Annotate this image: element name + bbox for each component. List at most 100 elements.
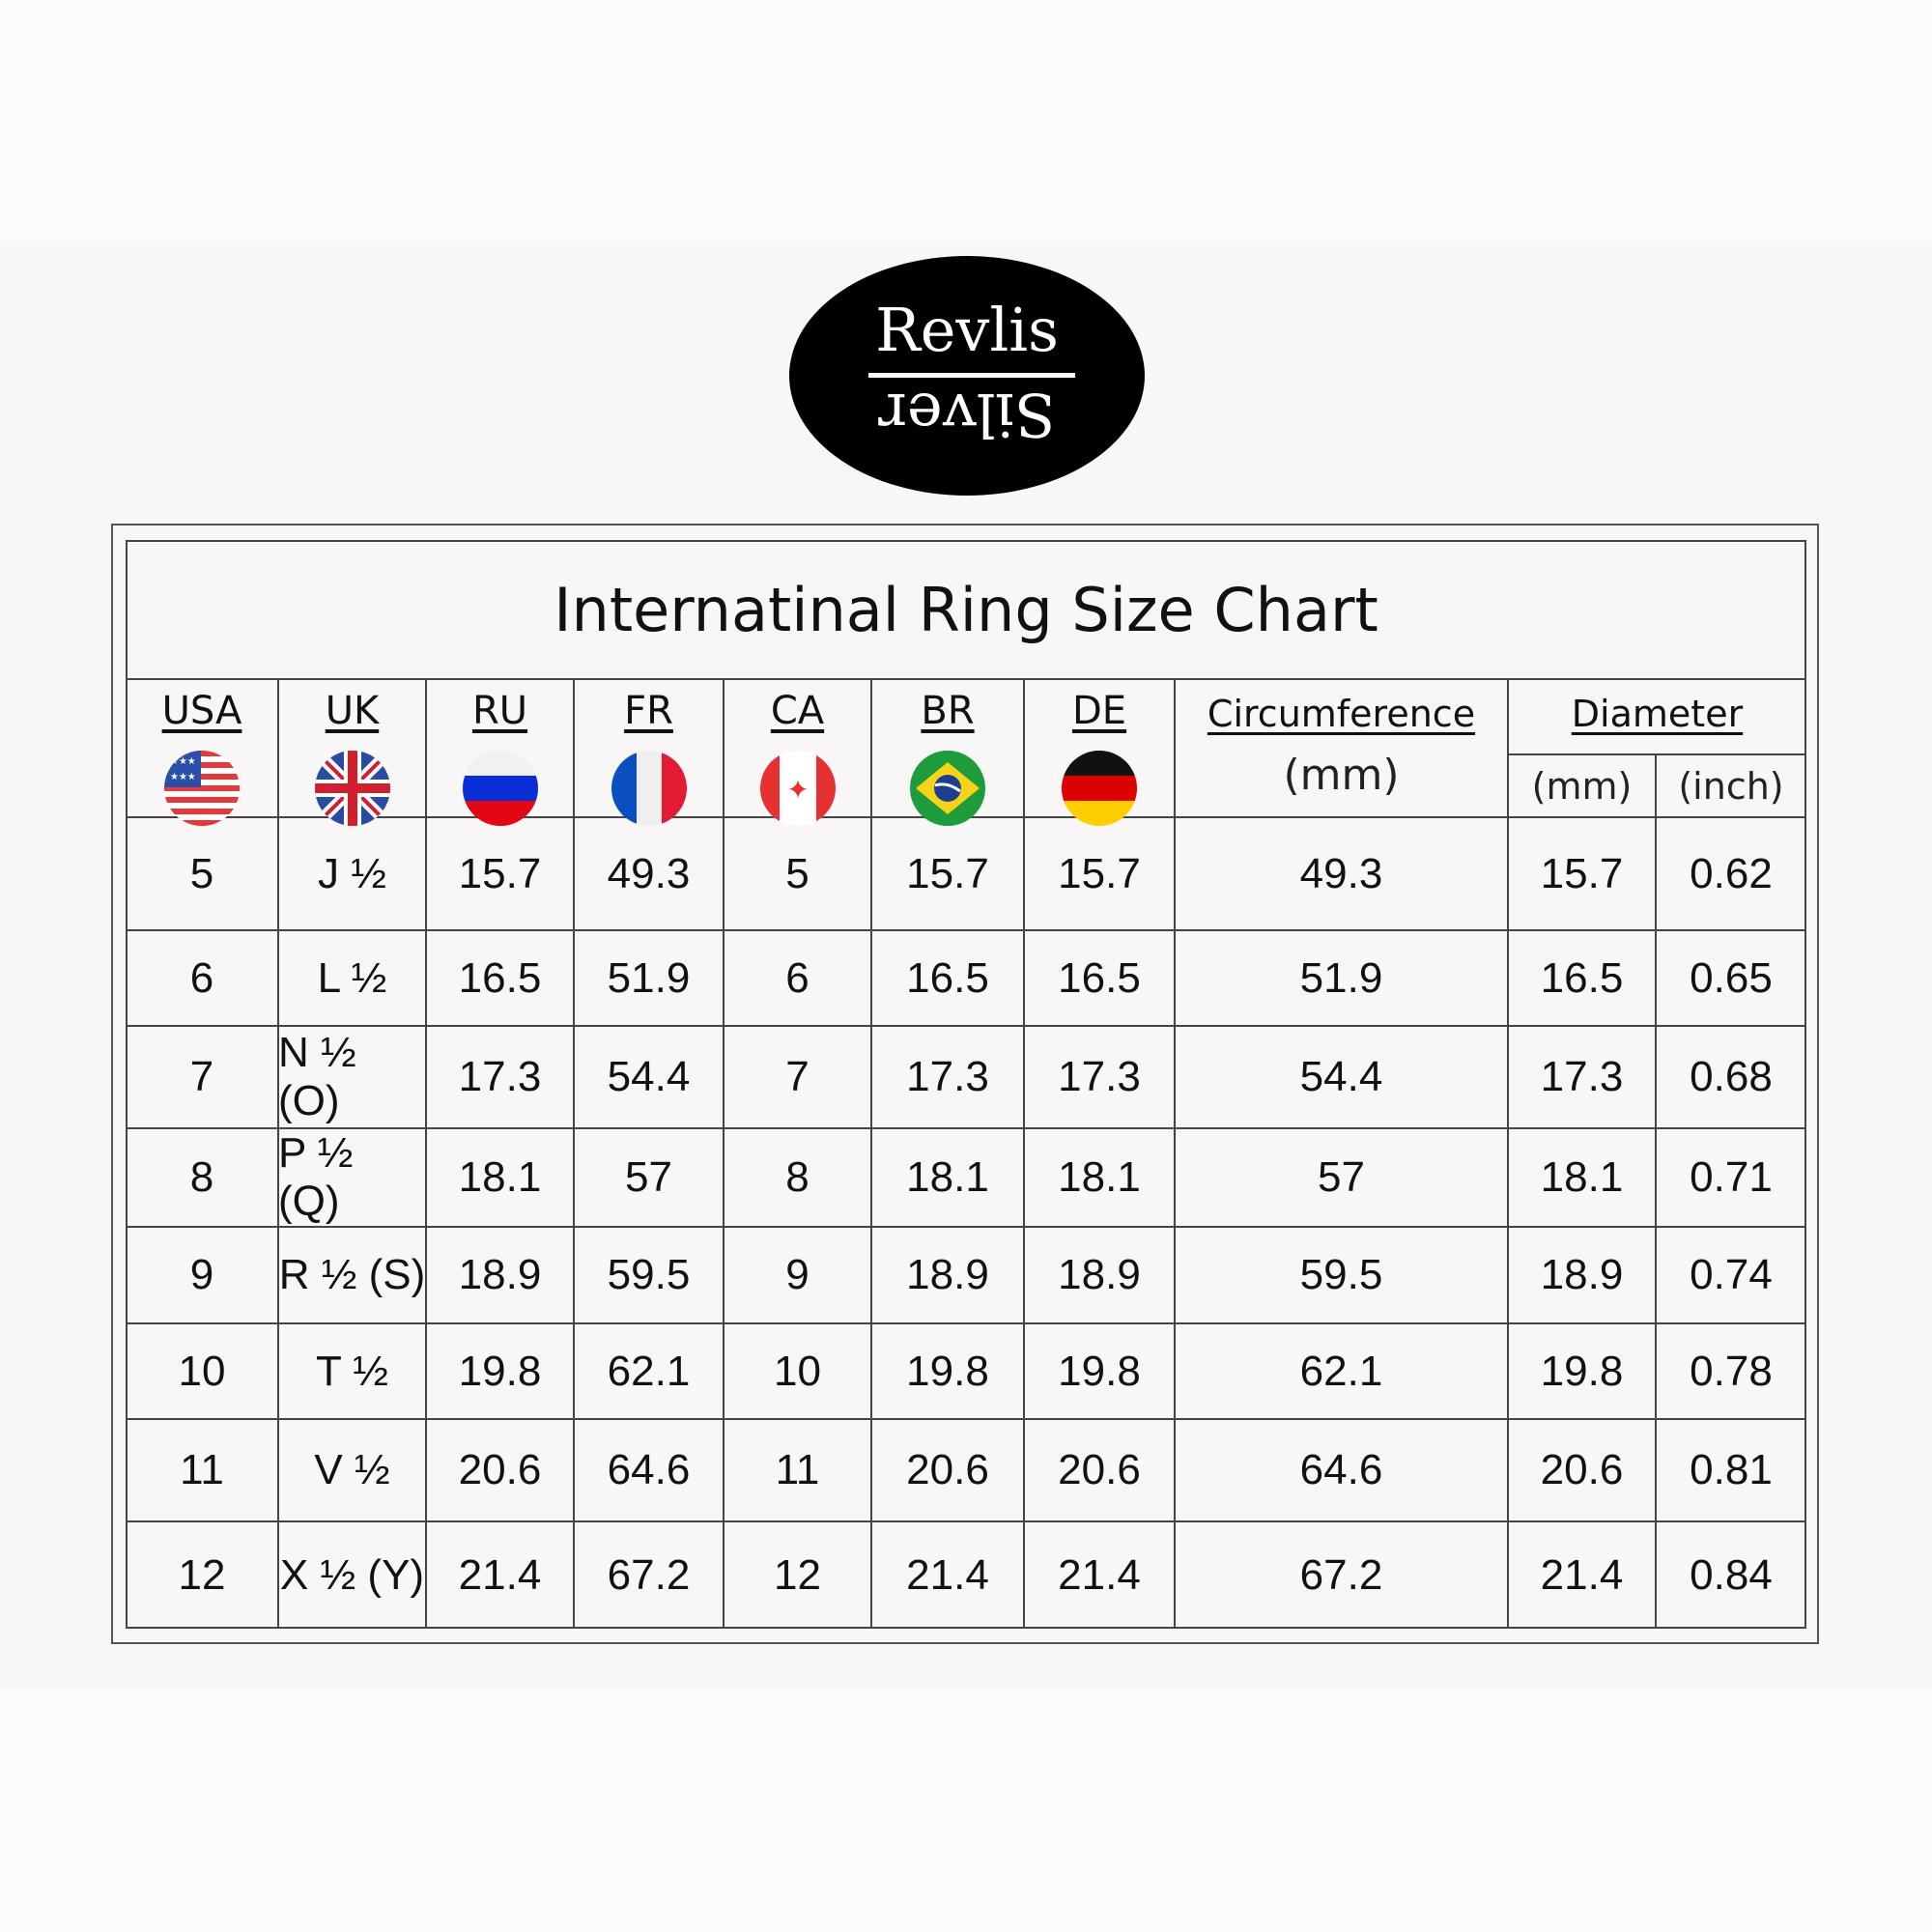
column-header-ca: CA ✦ [724, 679, 871, 826]
table-cell: 21.4 [1540, 1550, 1624, 1599]
table-cell: 8 [189, 1153, 214, 1201]
table-cell: 67.2 [607, 1550, 691, 1599]
title-divider [126, 678, 1806, 680]
table-cell: J ½ [318, 849, 386, 897]
table-cell: 15.7 [458, 849, 542, 897]
ring-size-table [126, 540, 1806, 1629]
column-divider [1507, 679, 1509, 1629]
table-cell: 17.3 [458, 1053, 542, 1100]
table-cell: 20.6 [906, 1446, 989, 1493]
table-cell: 57 [1318, 1153, 1365, 1201]
table-cell: L ½ [317, 953, 387, 1002]
table-cell: 19.8 [458, 1347, 542, 1395]
table-cell: 19.8 [906, 1347, 989, 1395]
diameter-unit-inch: (inch) [1678, 764, 1784, 808]
column-label: UK [325, 689, 380, 733]
table-cell: 21.4 [906, 1550, 989, 1599]
table-cell: P ½ (Q) [278, 1129, 354, 1225]
column-divider [870, 679, 872, 1629]
canada-flag-icon: ✦ [759, 751, 836, 826]
row-divider [126, 1322, 1806, 1324]
logo-divider [868, 373, 1075, 378]
table-cell: 59.5 [1299, 1251, 1383, 1298]
column-label: CA [770, 689, 825, 733]
table-cell: N ½ (O) [278, 1029, 356, 1124]
table-cell: 0.68 [1690, 1053, 1773, 1100]
table-cell: 15.7 [1058, 849, 1141, 897]
table-cell: 59.5 [607, 1251, 691, 1298]
chart-frame [111, 524, 1819, 1644]
table-cell: 17.3 [906, 1053, 989, 1100]
table-cell: 20.6 [1540, 1446, 1624, 1493]
table-cell: 0.81 [1690, 1446, 1773, 1493]
row-divider [126, 1520, 1806, 1522]
table-cell: 7 [189, 1053, 214, 1100]
table-cell: 6 [189, 953, 214, 1002]
table-cell: 18.1 [906, 1153, 989, 1201]
revlis-silver-logo: Revlis Silver [789, 256, 1145, 496]
row-divider [126, 1025, 1806, 1027]
column-header-fr: FR [574, 679, 724, 826]
table-cell: 9 [785, 1251, 810, 1298]
table-cell: 20.6 [1058, 1446, 1141, 1493]
table-cell: 18.1 [1540, 1153, 1624, 1201]
page-title: Internatinal Ring Size Chart [554, 574, 1378, 645]
column-label: DE [1071, 689, 1127, 733]
table-cell: 7 [785, 1053, 810, 1100]
table-cell: 0.74 [1690, 1251, 1773, 1298]
table-cell: 64.6 [607, 1446, 691, 1493]
table-cell: 67.2 [1299, 1550, 1383, 1599]
column-divider [723, 679, 724, 1629]
table-cell: 49.3 [607, 849, 691, 897]
table-cell: 15.7 [1540, 849, 1624, 897]
column-divider [1174, 679, 1176, 1629]
table-cell: 20.6 [458, 1446, 542, 1493]
svg-text:★★★: ★★★ [170, 772, 196, 782]
column-divider [573, 679, 575, 1629]
column-header-ru: RU [426, 679, 574, 826]
table-cell: 18.9 [1058, 1251, 1141, 1298]
table-cell: 11 [775, 1446, 820, 1493]
table-cell: 0.62 [1690, 849, 1773, 897]
row-divider [126, 929, 1806, 931]
diameter-unit-mm: (mm) [1531, 764, 1633, 808]
table-cell: 10 [774, 1347, 821, 1395]
column-divider [425, 679, 427, 1629]
table-cell: 10 [178, 1347, 226, 1395]
svg-text:✦: ✦ [786, 774, 809, 806]
table-cell: 18.9 [906, 1251, 989, 1298]
logo-top-text: Revlis [875, 295, 1059, 365]
table-cell: 19.8 [1540, 1347, 1624, 1395]
uk-flag-icon [314, 751, 390, 826]
table-cell: 0.65 [1690, 953, 1773, 1002]
table-cell: 64.6 [1299, 1446, 1383, 1493]
table-cell: 17.3 [1540, 1053, 1624, 1100]
row-divider [126, 1418, 1806, 1420]
table-cell: 51.9 [607, 953, 691, 1002]
column-label: BR [921, 689, 975, 733]
table-cell: 51.9 [1299, 953, 1383, 1002]
table-cell: V ½ [314, 1446, 390, 1493]
table-cell: X ½ (Y) [279, 1550, 425, 1599]
column-header-de: DE [1024, 679, 1175, 826]
table-cell: 12 [774, 1550, 821, 1599]
table-cell: 16.5 [458, 953, 542, 1002]
column-divider [277, 679, 279, 1629]
column-header-diameter: Diameter [1508, 679, 1806, 735]
column-label: RU [471, 689, 528, 733]
us-flag-icon: ★★★ ★★★ [164, 751, 240, 826]
table-cell: 21.4 [458, 1550, 542, 1599]
table-cell: 0.71 [1690, 1153, 1773, 1201]
table-cell: 15.7 [906, 849, 989, 897]
column-header-uk: UK [278, 679, 426, 826]
table-cell: 5 [785, 849, 810, 897]
row-divider [126, 1127, 1806, 1129]
table-cell: 54.4 [1299, 1053, 1383, 1100]
table-cell: T ½ [315, 1347, 388, 1395]
table-cell: 18.1 [458, 1153, 542, 1201]
table-cell: 9 [189, 1251, 214, 1298]
column-label: FR [624, 689, 673, 733]
circumference-unit: (mm) [1283, 751, 1400, 800]
column-label: USA [161, 689, 242, 733]
table-cell: 0.84 [1690, 1550, 1773, 1599]
